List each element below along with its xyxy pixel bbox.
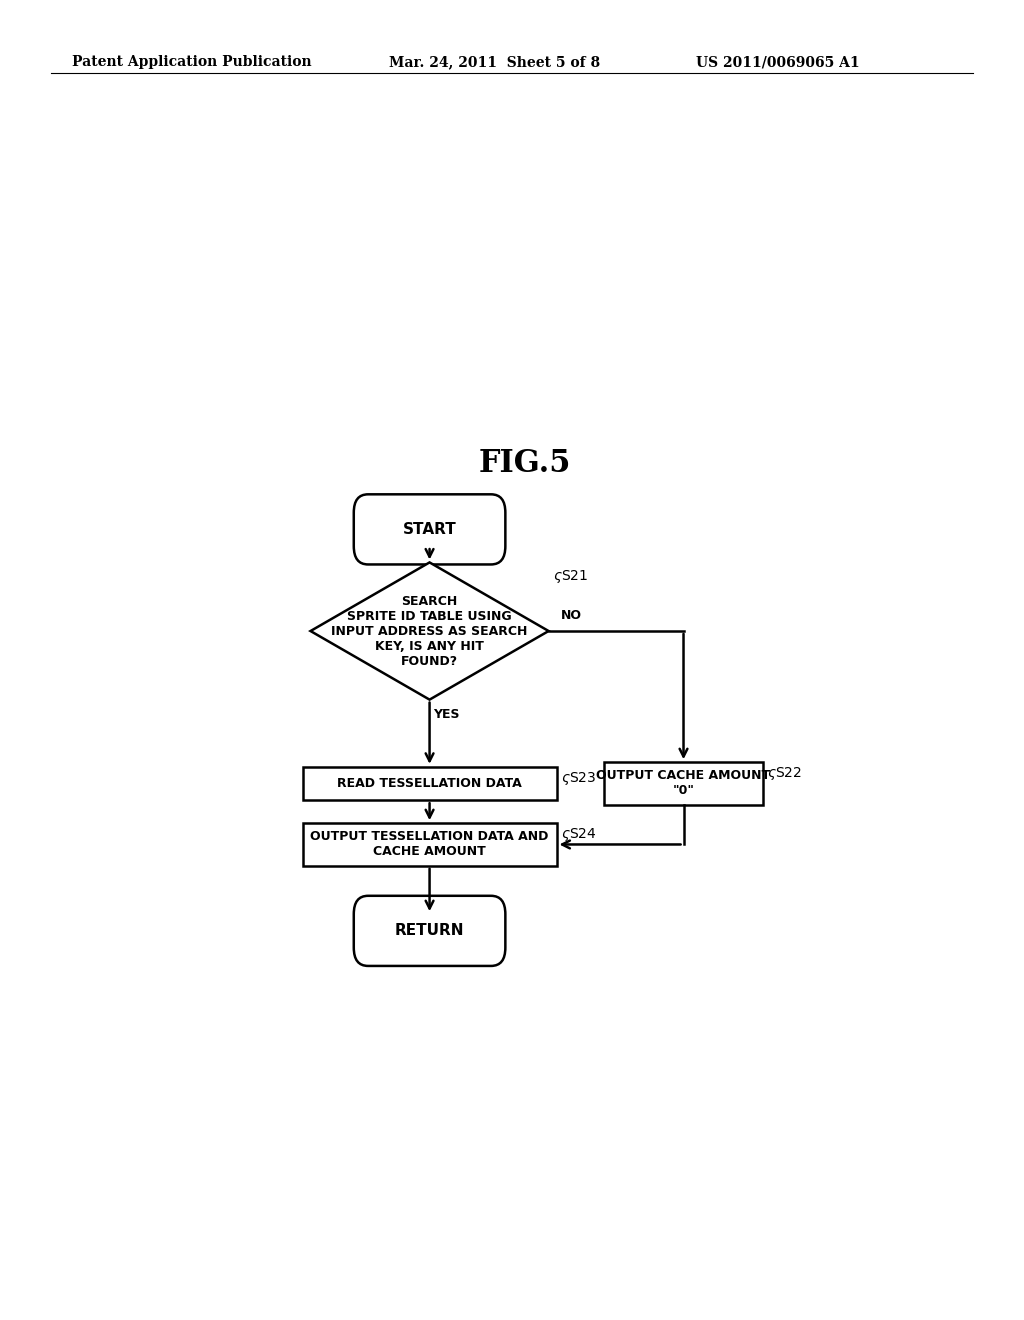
- Text: NO: NO: [560, 610, 582, 622]
- Polygon shape: [310, 562, 549, 700]
- Text: FIG.5: FIG.5: [478, 447, 571, 479]
- Text: $\varsigma$S22: $\varsigma$S22: [767, 766, 802, 783]
- FancyBboxPatch shape: [303, 824, 557, 866]
- Text: START: START: [402, 521, 457, 537]
- Text: $\varsigma$S24: $\varsigma$S24: [560, 826, 596, 843]
- Text: RETURN: RETURN: [395, 924, 464, 939]
- Text: YES: YES: [433, 708, 460, 721]
- FancyBboxPatch shape: [303, 767, 557, 800]
- Text: Patent Application Publication: Patent Application Publication: [72, 55, 311, 70]
- Text: $\varsigma$S21: $\varsigma$S21: [553, 568, 588, 585]
- FancyBboxPatch shape: [353, 896, 506, 966]
- Text: Mar. 24, 2011  Sheet 5 of 8: Mar. 24, 2011 Sheet 5 of 8: [389, 55, 600, 70]
- Text: SEARCH
SPRITE ID TABLE USING
INPUT ADDRESS AS SEARCH
KEY, IS ANY HIT
FOUND?: SEARCH SPRITE ID TABLE USING INPUT ADDRE…: [332, 594, 527, 668]
- Text: OUTPUT CACHE AMOUNT
"0": OUTPUT CACHE AMOUNT "0": [596, 770, 771, 797]
- Text: READ TESSELLATION DATA: READ TESSELLATION DATA: [337, 777, 522, 789]
- FancyBboxPatch shape: [604, 762, 763, 805]
- FancyBboxPatch shape: [353, 494, 506, 565]
- Text: OUTPUT TESSELLATION DATA AND
CACHE AMOUNT: OUTPUT TESSELLATION DATA AND CACHE AMOUN…: [310, 830, 549, 858]
- Text: $\varsigma$S23: $\varsigma$S23: [560, 770, 596, 787]
- Text: US 2011/0069065 A1: US 2011/0069065 A1: [696, 55, 860, 70]
